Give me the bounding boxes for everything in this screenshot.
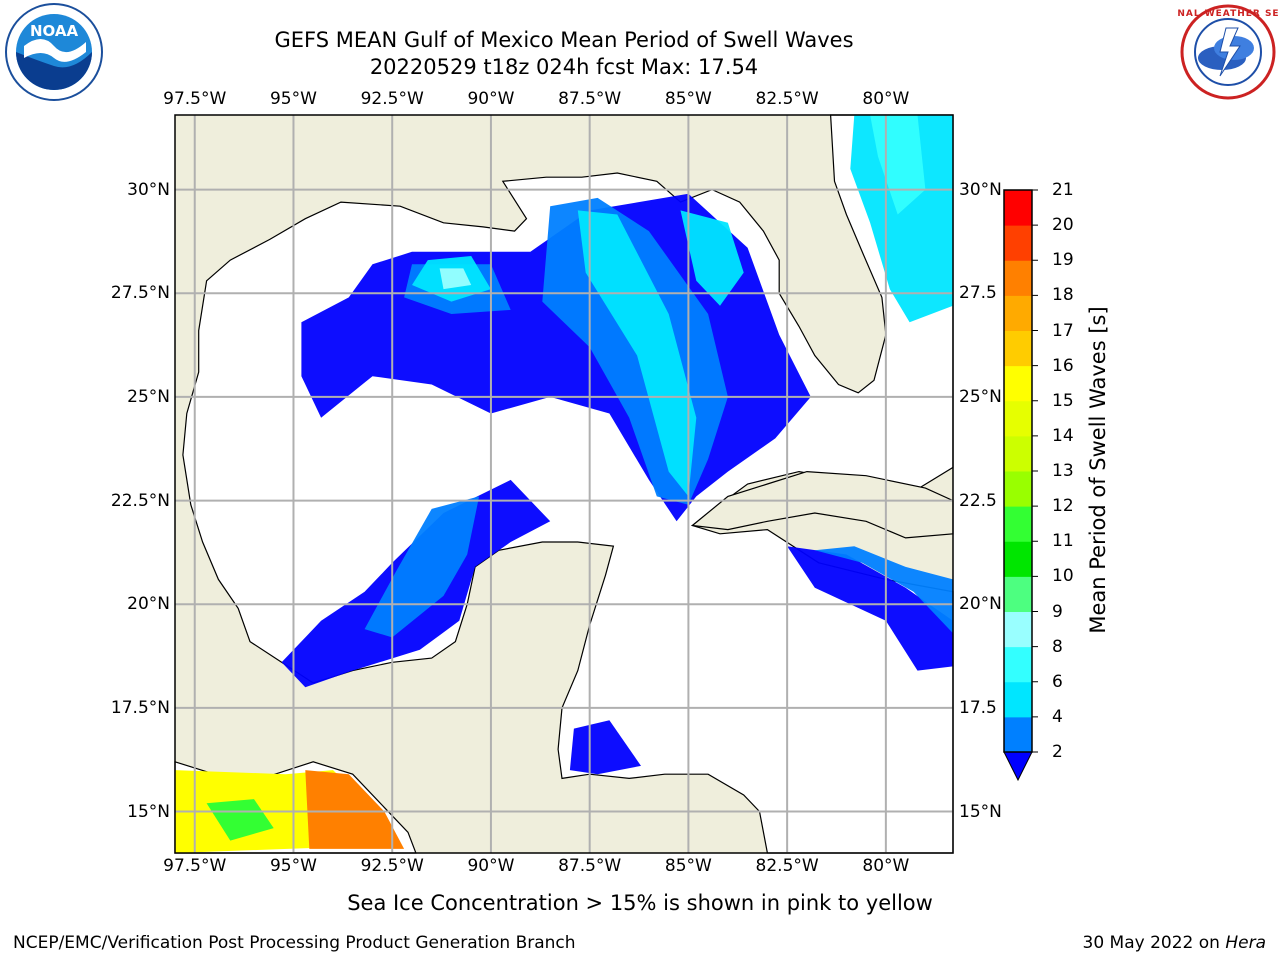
colorbar-label: 21 (1052, 180, 1074, 200)
chart-subtitle: 20220529 t18z 024h fcst Max: 17.54 (369, 55, 759, 79)
lat-tick-right: 25°N (959, 386, 1002, 407)
footer-credit: NCEP/EMC/Verification Post Processing Pr… (13, 933, 576, 953)
swell-region-big-bend (680, 210, 744, 306)
lon-tick-bottom: 92.5°W (360, 856, 424, 876)
lon-tick-bottom: 97.5°W (163, 856, 227, 876)
colorbar-swatch (1004, 295, 1032, 331)
lat-tick-right: 22.5 (959, 490, 997, 511)
colorbar-extend (1003, 751, 1033, 782)
colorbar-label: 4 (1052, 706, 1063, 727)
lon-tick-top: 97.5°W (163, 89, 227, 109)
colorbar-label: 14 (1052, 425, 1074, 446)
swell-region-atlantic (850, 115, 953, 323)
pacific-green (206, 799, 274, 841)
lon-tick-top: 95°W (269, 89, 317, 109)
lon-tick-top: 90°W (467, 89, 515, 109)
colorbar-label: 8 (1052, 636, 1063, 657)
lat-tick-left: 17.5°N (110, 697, 170, 718)
footer-date: 30 May 2022 on Hera (1083, 933, 1267, 953)
nws-logo-text: NATIONAL WEATHER SERVICE (1176, 9, 1280, 19)
sea-ice-note: Sea Ice Concentration > 15% is shown in … (0, 891, 1280, 915)
lon-tick-bottom: 95°W (269, 856, 317, 876)
colorbar-swatch (1004, 435, 1032, 472)
colorbar-swatch (1004, 576, 1032, 612)
colorbar-title: Mean Period of Swell Waves [s] (1086, 306, 1110, 634)
colorbar-label: 12 (1052, 496, 1074, 517)
nws-logo-icon: NATIONAL WEATHER SERVICE (1176, 4, 1280, 100)
colorbar-swatch (1004, 541, 1032, 577)
colorbar-swatch (1004, 365, 1032, 402)
colorbar-label: 15 (1052, 390, 1074, 411)
colorbar-swatch (1004, 260, 1032, 296)
lon-tick-bottom: 85°W (664, 856, 712, 876)
colorbar-swatch (1004, 681, 1032, 718)
lon-tick-bottom: 80°W (862, 856, 910, 876)
colorbar-label: 2 (1052, 742, 1063, 762)
lat-tick-left: 15°N (127, 801, 170, 822)
colorbar-label: 16 (1052, 355, 1074, 376)
lon-tick-top: 85°W (664, 89, 712, 109)
lat-tick-left: 20°N (127, 594, 170, 615)
colorbar-swatch (1004, 330, 1032, 367)
lat-tick-left: 22.5°N (110, 490, 170, 511)
colorbar-label: 10 (1052, 566, 1074, 587)
colorbar-swatch (1004, 400, 1032, 437)
swell-region-campeche-inner (364, 496, 480, 638)
colorbar-label: 6 (1052, 671, 1063, 692)
lat-tick-right: 15°N (959, 801, 1002, 822)
footer-date-text: 30 May 2022 on (1082, 933, 1226, 953)
colorbar-swatch (1004, 611, 1032, 648)
lat-tick-right: 20°N (959, 594, 1002, 615)
swell-region-cayman-inner (814, 546, 953, 634)
lon-tick-top: 80°W (862, 89, 910, 109)
colorbar-label: 18 (1052, 285, 1074, 306)
colorbar-label: 20 (1052, 215, 1074, 236)
noaa-logo-icon: NOAA (5, 3, 103, 101)
lon-tick-bottom: 87.5°W (558, 856, 622, 876)
lon-tick-top: 92.5°W (360, 89, 424, 109)
map-frame (174, 114, 954, 854)
lat-tick-left: 27.5°N (110, 283, 170, 304)
colorbar-label: 9 (1052, 601, 1063, 622)
noaa-logo-text: NOAA (30, 22, 79, 40)
pacific-orange (305, 770, 405, 849)
lat-tick-right: 17.5 (959, 697, 997, 718)
lat-tick-left: 30°N (127, 179, 170, 200)
colorbar-label: 17 (1052, 320, 1074, 341)
lat-tick-right: 27.5 (959, 283, 997, 304)
colorbar-swatch (1004, 190, 1032, 226)
swell-region-honduras (569, 720, 641, 775)
colorbar-label: 19 (1052, 250, 1074, 271)
colorbar-swatch (1004, 506, 1032, 542)
lon-tick-top: 87.5°W (558, 89, 622, 109)
lon-tick-top: 82.5°W (755, 89, 819, 109)
sea-ice-note-text: Sea Ice Concentration > 15% is shown in … (347, 891, 933, 915)
chart-title: GEFS MEAN Gulf of Mexico Mean Period of … (274, 28, 854, 52)
colorbar-label: 13 (1052, 461, 1074, 481)
colorbar-swatch (1004, 716, 1032, 753)
swell-region-core (577, 210, 697, 497)
swell-region-peak (439, 268, 472, 290)
colorbar-swatch (1004, 471, 1032, 507)
colorbar-swatch (1004, 225, 1032, 261)
lat-tick-left: 25°N (127, 386, 170, 407)
footer-host: Hera (1225, 933, 1266, 953)
lon-tick-bottom: 82.5°W (755, 856, 819, 876)
colorbar-label: 11 (1052, 531, 1074, 552)
lon-tick-bottom: 90°W (467, 856, 515, 876)
colorbar-swatch (1004, 646, 1032, 683)
lat-tick-right: 30°N (959, 179, 1002, 200)
swell-region-cayman (787, 546, 953, 671)
